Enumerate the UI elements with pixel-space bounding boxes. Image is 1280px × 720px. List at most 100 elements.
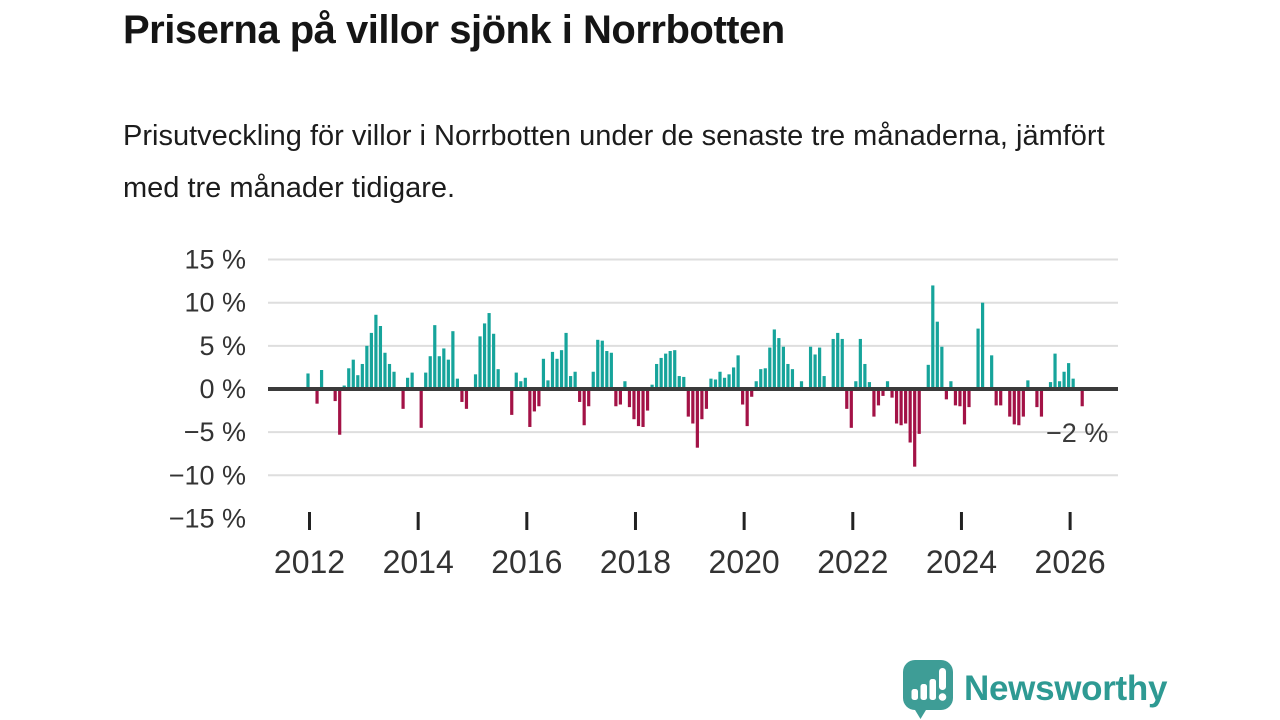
bar-negative <box>1035 389 1039 408</box>
bar-negative <box>333 389 337 402</box>
bar-positive <box>718 371 722 389</box>
bar-negative <box>528 389 532 427</box>
bar-negative <box>510 389 514 415</box>
bar-negative <box>460 389 464 402</box>
bar-positive <box>990 355 994 389</box>
bar-positive <box>799 381 804 389</box>
bar-positive <box>980 302 985 389</box>
bar-positive <box>546 380 550 389</box>
bar-negative <box>632 389 636 420</box>
bar-positive <box>541 358 546 389</box>
bar-positive <box>664 353 668 389</box>
y-axis-label: 10 % <box>184 288 246 318</box>
bar-positive <box>818 347 822 389</box>
bar-negative <box>1080 389 1084 407</box>
bar-positive <box>677 376 681 389</box>
x-axis-label: 2016 <box>491 544 562 580</box>
bar-positive <box>392 371 396 389</box>
bar-positive <box>935 321 939 389</box>
bar-negative <box>614 389 618 407</box>
bar-positive <box>813 354 817 389</box>
bar-negative <box>745 389 749 427</box>
bar-negative <box>741 389 745 405</box>
bar-positive <box>772 329 776 389</box>
bar-positive <box>940 346 944 389</box>
bar-positive <box>768 347 772 389</box>
bar-positive <box>600 340 604 389</box>
page-subtitle: Prisutveckling för villor i Norrbotten u… <box>123 120 1105 205</box>
bar-positive <box>559 350 564 389</box>
bar-negative <box>881 389 885 396</box>
bar-positive <box>709 378 713 389</box>
bar-positive <box>822 376 826 389</box>
bar-positive <box>550 351 555 389</box>
bar-negative <box>627 389 632 408</box>
bar-positive <box>777 338 781 389</box>
bar-negative <box>686 389 690 417</box>
bar-positive <box>442 348 446 389</box>
bar-positive <box>319 370 324 389</box>
bar-negative <box>913 389 917 467</box>
bar-negative <box>876 389 881 406</box>
bar-negative <box>917 389 921 434</box>
bar-positive <box>360 363 364 389</box>
bar-positive <box>383 352 387 389</box>
bar-positive <box>306 373 310 389</box>
newsworthy-wordmark: Newsworthy <box>964 668 1168 708</box>
bar-positive <box>836 332 840 389</box>
bar-positive <box>378 326 383 389</box>
bar-positive <box>1026 380 1030 389</box>
newsworthy-icon <box>903 660 953 719</box>
bar-positive <box>369 332 373 389</box>
bar-negative <box>890 389 894 398</box>
bar-positive <box>781 346 785 389</box>
bar-positive <box>374 314 378 389</box>
bar-positive <box>727 374 731 389</box>
y-axis-label: 5 % <box>199 331 246 361</box>
bar-negative <box>1021 389 1025 417</box>
bar-positive <box>858 338 862 389</box>
x-axis-label: 2012 <box>274 544 345 580</box>
bar-positive <box>1067 363 1071 389</box>
bar-positive <box>609 352 613 389</box>
bar-positive <box>786 363 790 389</box>
bar-negative <box>908 389 912 443</box>
y-axis-label: −15 % <box>169 503 246 533</box>
bar-negative <box>750 389 754 397</box>
bar-positive <box>365 345 369 389</box>
bar-positive <box>451 331 455 389</box>
bar-positive <box>790 369 795 389</box>
bar-positive <box>840 338 844 389</box>
bar-positive <box>867 382 872 389</box>
bar-positive <box>722 377 727 389</box>
bar-positive <box>523 377 527 389</box>
x-axis-label: 2024 <box>926 544 997 580</box>
bar-positive <box>564 332 568 389</box>
bar-positive <box>763 368 767 389</box>
y-axis-label: −10 % <box>169 460 246 490</box>
bar-positive <box>1071 378 1075 389</box>
bar-positive <box>759 369 763 389</box>
bar-positive <box>482 323 487 389</box>
bar-negative <box>537 389 541 407</box>
bar-negative <box>1012 389 1016 425</box>
bar-positive <box>351 359 355 389</box>
bar-negative <box>994 389 998 406</box>
bar-positive <box>736 355 740 389</box>
bar-positive <box>487 313 491 389</box>
bar-positive <box>673 350 677 389</box>
bar-negative <box>894 389 899 424</box>
bar-positive <box>831 338 835 389</box>
bar-positive <box>682 376 686 389</box>
bar-negative <box>464 389 469 409</box>
bar-positive <box>713 379 718 389</box>
bar-positive <box>473 374 478 389</box>
bar-positive <box>926 364 930 389</box>
bar-positive <box>668 351 672 389</box>
bar-positive <box>437 356 441 389</box>
bar-negative <box>899 389 903 426</box>
page-title: Priserna på villor sjönk i Norrbotten <box>123 8 785 52</box>
bar-negative <box>845 389 849 409</box>
bar-positive <box>659 357 663 389</box>
